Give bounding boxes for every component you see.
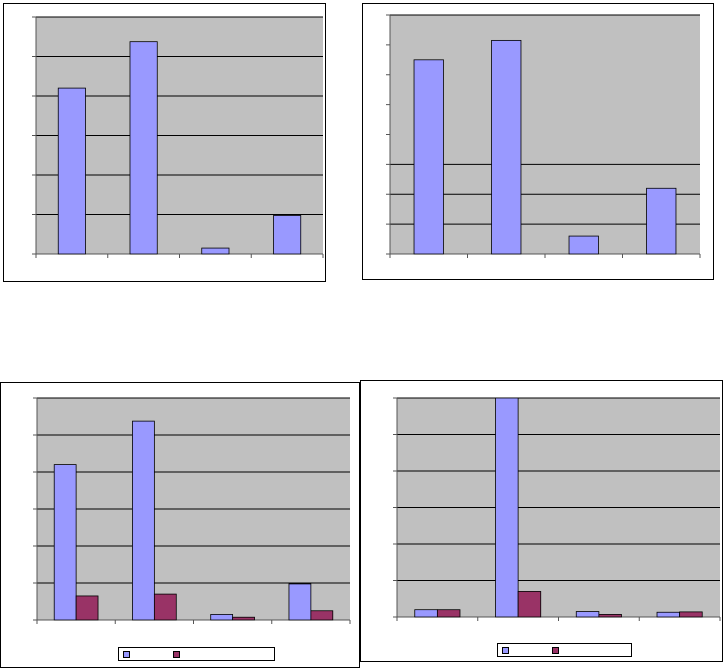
chart-2 [362, 3, 714, 280]
bar-series-1 [53, 464, 77, 621]
bar-series-2 [153, 593, 177, 621]
chart-svg [393, 397, 721, 621]
bar-series-2 [679, 611, 703, 618]
bar-series-2 [517, 591, 542, 618]
bar-series-1 [129, 41, 158, 255]
bar-series-2 [598, 614, 622, 618]
bar-series-2 [232, 616, 255, 621]
chart-svg [386, 14, 701, 258]
bar-series-1 [495, 397, 519, 618]
bar-series-2 [75, 595, 99, 621]
legend-item-2 [552, 646, 562, 654]
bar-series-1 [575, 611, 600, 618]
bar-series-1 [210, 614, 234, 621]
bar-series-1 [132, 420, 155, 621]
bar-series-1 [491, 39, 522, 255]
bar-series-1 [646, 187, 677, 255]
bar-series-1 [288, 583, 312, 621]
bar-series-2 [436, 609, 461, 618]
bar-series-1 [57, 87, 86, 255]
legend-item-1 [123, 650, 133, 658]
bar-series-1 [568, 235, 599, 255]
bar-series-2 [310, 610, 334, 621]
legend-item-2 [173, 650, 183, 658]
chart-svg [32, 16, 324, 258]
bar-series-1 [414, 609, 438, 618]
legend-item-1 [502, 646, 512, 654]
chart-3 [0, 382, 360, 668]
chart-1 [3, 3, 326, 282]
legend [497, 643, 632, 657]
legend-swatch [173, 650, 180, 658]
bar-series-1 [656, 611, 681, 618]
bar-series-1 [273, 215, 302, 255]
chart-svg [33, 397, 351, 624]
legend-swatch [502, 646, 509, 654]
bar-series-1 [413, 59, 444, 255]
bar-series-1 [201, 247, 230, 255]
legend-swatch [123, 650, 130, 658]
legend-swatch [552, 646, 559, 654]
chart-4 [360, 380, 723, 662]
legend [118, 647, 275, 661]
